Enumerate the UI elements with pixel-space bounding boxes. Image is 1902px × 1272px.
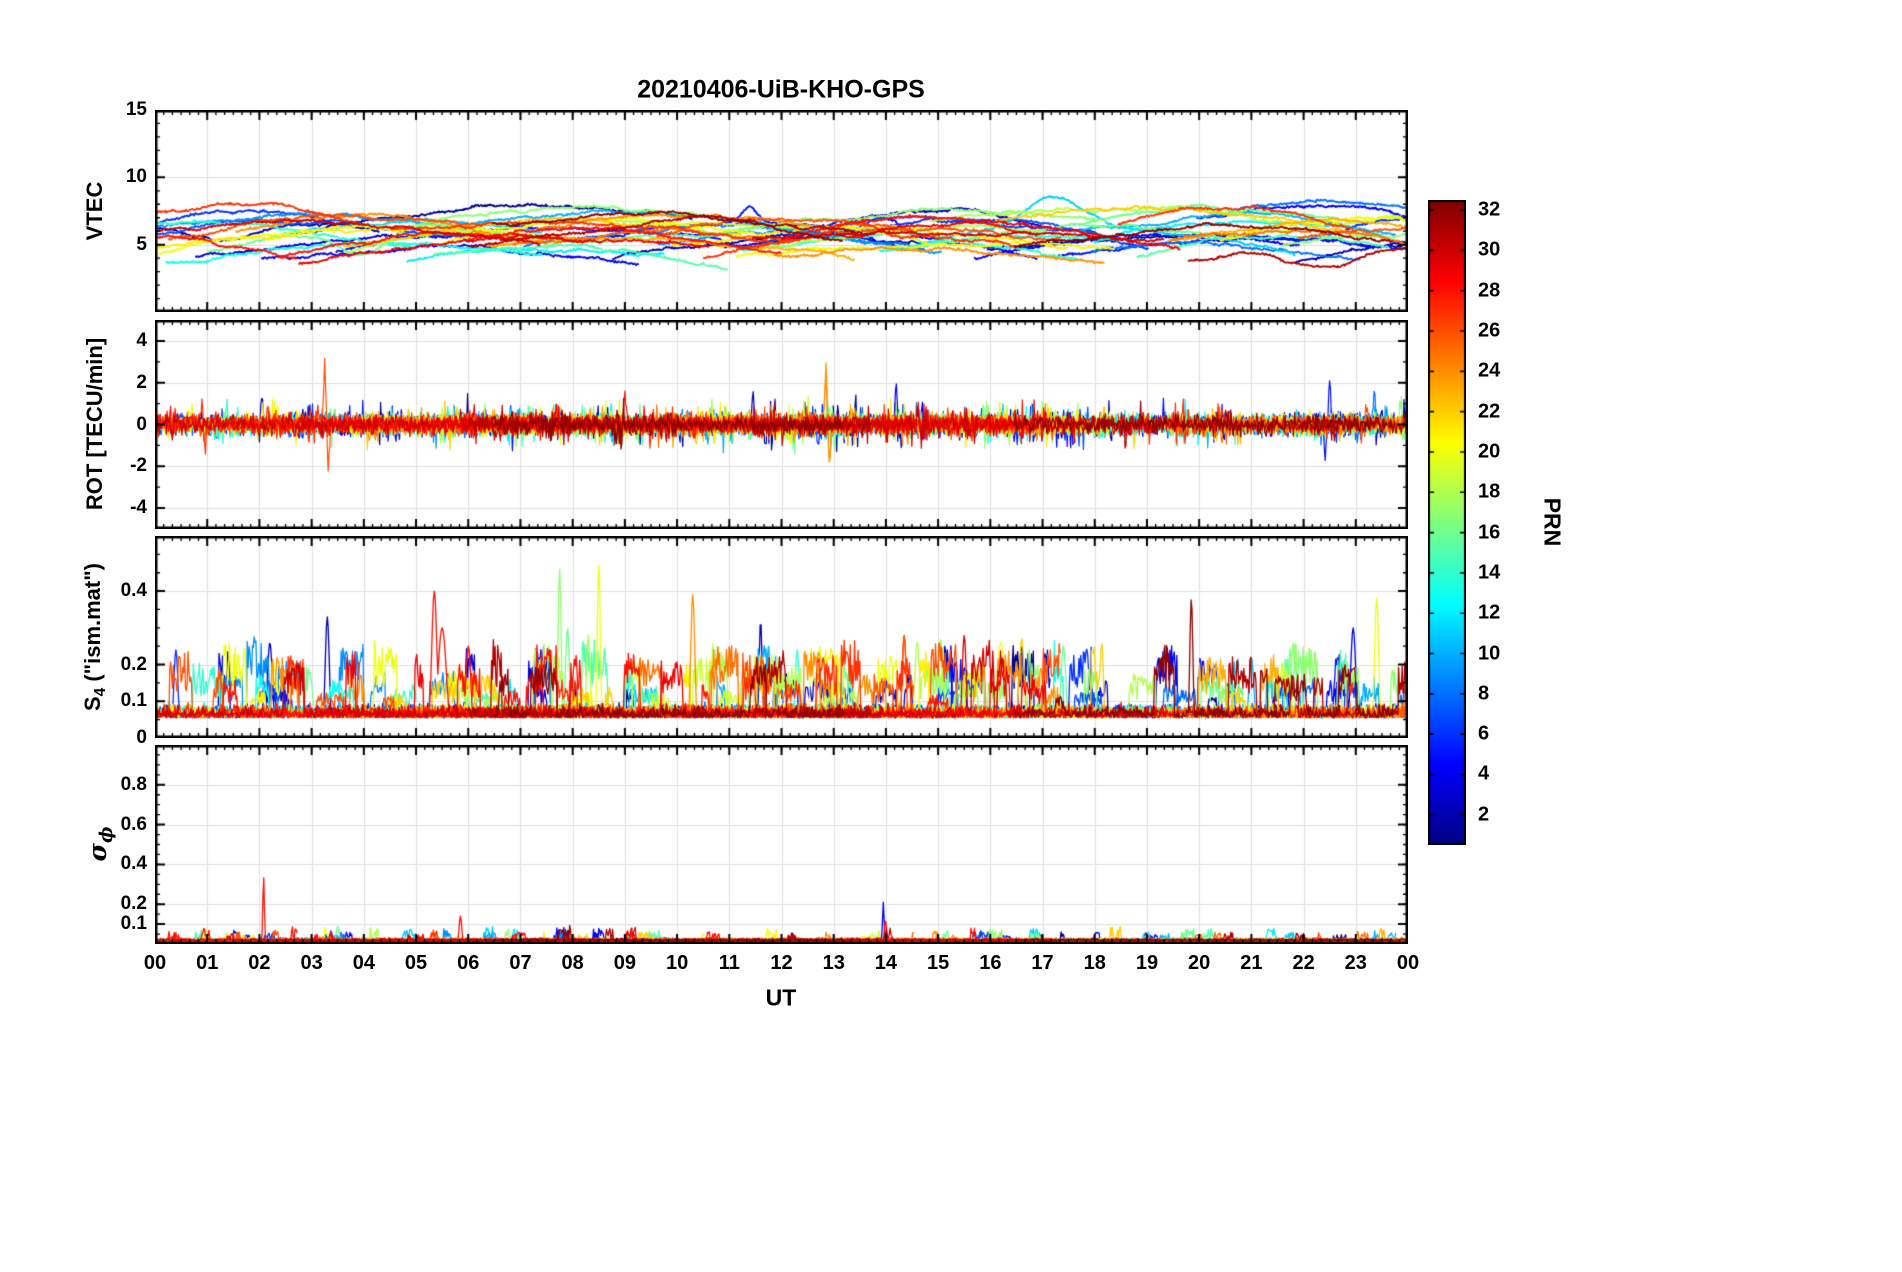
colorbar-tick-label: 30 [1478, 238, 1501, 261]
y-tick-label: 0.1 [120, 690, 147, 712]
x-tick-label: 16 [979, 952, 1002, 974]
sigma-phi-panel-canvas [155, 745, 1408, 944]
x-tick-label: 05 [404, 952, 428, 974]
x-tick-label: 01 [196, 952, 219, 974]
colorbar-tick-label: 12 [1478, 601, 1501, 624]
y-tick-label: 0.4 [120, 580, 147, 602]
y-tick-label: -2 [130, 455, 147, 477]
s4-panel-canvas [155, 536, 1408, 738]
y-tick-label: 0.6 [120, 813, 147, 835]
vtec-panel-canvas [155, 110, 1408, 312]
x-tick-label: 03 [300, 952, 323, 974]
y-tick-label: 15 [125, 99, 147, 120]
y-tick-label: 2 [136, 371, 147, 393]
x-tick-label: 08 [561, 952, 584, 974]
colorbar-label: PRN [1539, 497, 1566, 547]
x-tick-label: 13 [822, 952, 845, 974]
x-tick-label: 21 [1240, 952, 1263, 974]
colorbar-tick-label: 24 [1478, 359, 1501, 382]
colorbar-tick-label: 26 [1478, 319, 1501, 342]
y-tick-label: 4 [136, 329, 147, 351]
x-tick-label: 19 [1135, 952, 1159, 974]
x-tick-label: 06 [457, 952, 480, 974]
x-tick-label: 11 [718, 952, 740, 974]
colorbar-tick-label: 28 [1478, 279, 1501, 302]
y-tick-label: 0.1 [120, 913, 147, 935]
x-tick-label: 12 [770, 952, 793, 974]
vtec-axis-label: VTEC [82, 181, 107, 241]
y-tick-label: 0.2 [120, 893, 147, 915]
x-axis-label: UT [765, 984, 797, 1011]
x-tick-label: 23 [1344, 952, 1367, 974]
x-tick-label: 15 [927, 952, 950, 974]
x-tick-label: 22 [1292, 952, 1315, 974]
x-tick-label: 07 [509, 952, 532, 974]
y-tick-label: 0 [136, 413, 147, 435]
colorbar [1428, 200, 1466, 845]
x-tick-label: 17 [1031, 952, 1054, 974]
y-tick-label: 0.8 [120, 773, 147, 795]
chart-title: 20210406-UiB-KHO-GPS [637, 75, 925, 104]
colorbar-tick-label: 14 [1478, 561, 1501, 584]
y-tick-label: 10 [125, 166, 147, 188]
colorbar-tick-label: 2 [1478, 803, 1490, 826]
colorbar-tick-label: 32 [1478, 198, 1501, 221]
x-tick-label: 04 [352, 952, 375, 974]
colorbar-tick-label: 22 [1478, 400, 1501, 423]
x-tick-label: 18 [1083, 952, 1106, 974]
colorbar-tick-label: 20 [1478, 440, 1501, 463]
x-tick-label: 02 [248, 952, 271, 974]
colorbar-tick-label: 6 [1478, 722, 1490, 745]
colorbar-tick-label: 10 [1478, 642, 1501, 665]
rot-panel-canvas [155, 320, 1408, 529]
colorbar-tick-label: 4 [1478, 762, 1490, 785]
colorbar-tick-label: 16 [1478, 521, 1501, 544]
y-tick-label: 0 [136, 727, 147, 748]
y-tick-label: 0.4 [120, 853, 147, 875]
x-tick-label: 20 [1188, 952, 1211, 974]
x-tick-label: 09 [613, 952, 636, 974]
x-tick-label: 14 [874, 952, 898, 974]
x-tick-label: 00 [143, 952, 167, 974]
y-tick-label: -4 [130, 497, 147, 519]
x-tick-label: 10 [665, 952, 689, 974]
colorbar-tick-label: 8 [1478, 682, 1490, 705]
x-tick-label: 00 [1396, 952, 1420, 974]
y-tick-label: 5 [136, 233, 147, 255]
colorbar-tick-label: 18 [1478, 480, 1501, 503]
y-tick-label: 0.2 [120, 653, 147, 675]
